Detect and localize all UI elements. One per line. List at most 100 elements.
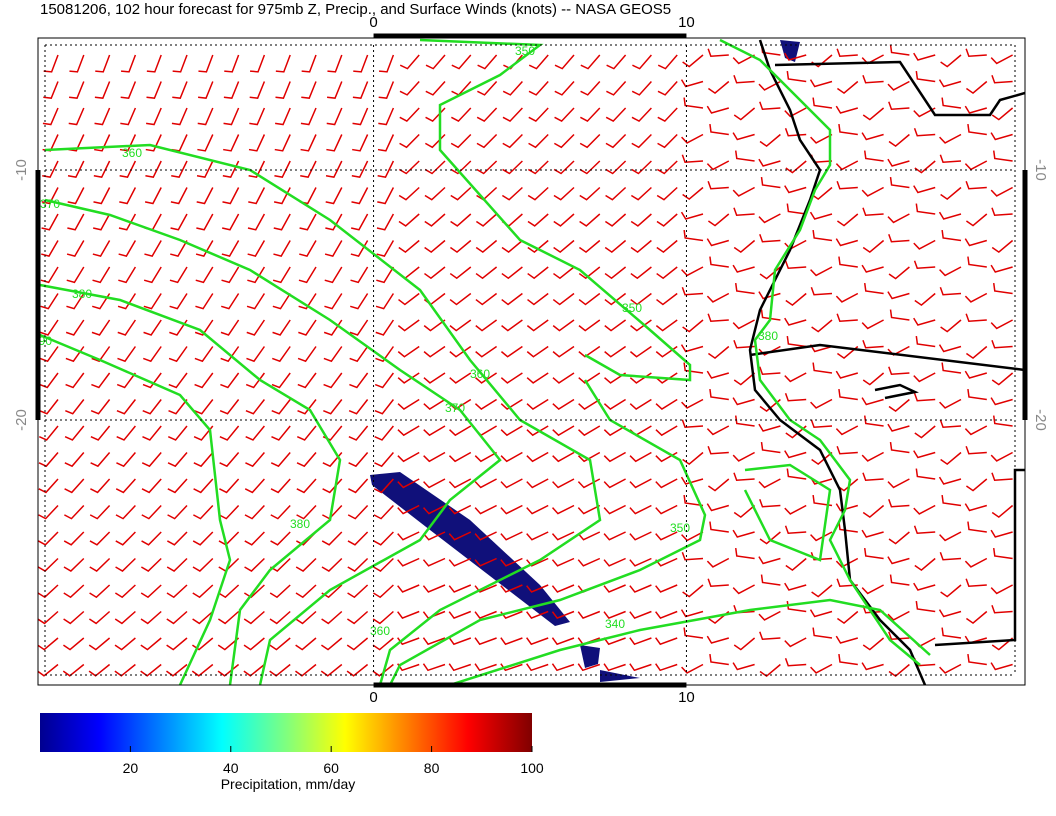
wind-barb [325, 213, 343, 231]
wind-barb [964, 557, 988, 568]
wind-barb [990, 662, 1013, 671]
wind-barb [94, 134, 111, 152]
wind-barb [888, 133, 910, 148]
wind-barb [142, 372, 162, 389]
wind-barb [838, 256, 858, 268]
wind-barb [629, 584, 652, 593]
wind-barb [474, 504, 497, 515]
wind-barb [938, 344, 962, 353]
wind-barb [323, 346, 343, 363]
wind-barb [221, 213, 240, 231]
wind-barb [115, 478, 136, 494]
wind-barb [914, 292, 936, 307]
wind-barb [191, 663, 214, 677]
wind-barb [114, 610, 136, 625]
wind-barb [397, 345, 420, 358]
wind-barb [271, 425, 291, 441]
wind-barb [863, 547, 884, 560]
wind-barb [397, 557, 420, 567]
wind-barb [732, 529, 755, 538]
wind-barb [964, 292, 988, 303]
wind-barb [707, 345, 730, 360]
wind-barb [967, 256, 987, 268]
colorbar-tick-label: 60 [323, 760, 339, 776]
wind-barb [681, 551, 704, 561]
wind-barb [707, 180, 729, 190]
wind-barb [784, 504, 807, 515]
wind-barb [172, 54, 188, 73]
precip-area [780, 40, 800, 62]
wind-barb [526, 637, 549, 646]
contour-line [388, 379, 707, 685]
wind-barb [94, 81, 111, 99]
wind-barb [500, 478, 523, 489]
wind-barb [655, 663, 678, 672]
wind-barb [92, 213, 111, 231]
wind-barb [964, 105, 988, 114]
wind-barb [245, 372, 266, 389]
wind-barb [399, 133, 420, 149]
contour-line [743, 463, 832, 562]
coastline [774, 60, 1025, 117]
wind-barb [965, 48, 987, 58]
wind-barb [991, 604, 1013, 614]
wind-barb [275, 107, 291, 126]
wind-barb [888, 531, 910, 545]
wind-barb [835, 503, 859, 512]
precip-area [370, 472, 570, 626]
wind-barb [243, 584, 265, 599]
wind-barb [500, 451, 523, 463]
wind-barb [758, 213, 781, 224]
wind-barb [580, 54, 601, 70]
wind-barb [629, 478, 652, 489]
wind-barb [784, 582, 807, 591]
wind-barb [552, 292, 575, 306]
wind-barb [63, 584, 85, 599]
wind-barb [373, 478, 394, 494]
wind-barb [967, 388, 987, 401]
wind-barb [351, 160, 369, 179]
wind-barb [450, 186, 472, 201]
wind-barb [835, 425, 859, 436]
wind-barb [69, 81, 85, 99]
wind-barb [144, 187, 162, 205]
wind-barb [41, 187, 59, 205]
wind-barb [397, 451, 420, 463]
wind-barb [500, 637, 523, 646]
wind-barb [655, 531, 678, 541]
wind-barb [373, 557, 394, 572]
wind-barb [939, 286, 962, 296]
wind-barb [348, 478, 369, 494]
wind-barb [964, 160, 988, 171]
wind-barb [940, 186, 962, 201]
wind-barb [706, 370, 730, 379]
contour-label: 350 [515, 44, 535, 58]
contour-label: 350 [670, 521, 690, 535]
contour-label: 380 [290, 517, 310, 531]
wind-barb [378, 54, 395, 73]
wind-barb [296, 425, 317, 441]
wind-barb [578, 266, 601, 280]
wind-barb [172, 81, 188, 99]
wind-barb [373, 531, 394, 546]
wind-barb [991, 207, 1013, 217]
wind-barb [605, 107, 627, 123]
wind-barb [657, 80, 678, 96]
wind-barb [553, 213, 575, 227]
wind-barb [939, 398, 962, 409]
wind-barb [940, 584, 962, 598]
wind-barb [630, 213, 652, 227]
wind-barb [656, 239, 678, 254]
wind-barb [732, 319, 755, 330]
wind-barb [680, 344, 704, 353]
wind-barb [526, 451, 549, 463]
wind-barb [475, 372, 498, 384]
wind-barb [223, 81, 240, 99]
wind-barb [552, 451, 575, 463]
wind-barb [474, 584, 497, 593]
precip-area [580, 645, 600, 668]
wind-barb [41, 213, 59, 231]
wind-barb [167, 452, 188, 468]
wind-barb [861, 397, 884, 406]
wind-barb [941, 97, 962, 109]
